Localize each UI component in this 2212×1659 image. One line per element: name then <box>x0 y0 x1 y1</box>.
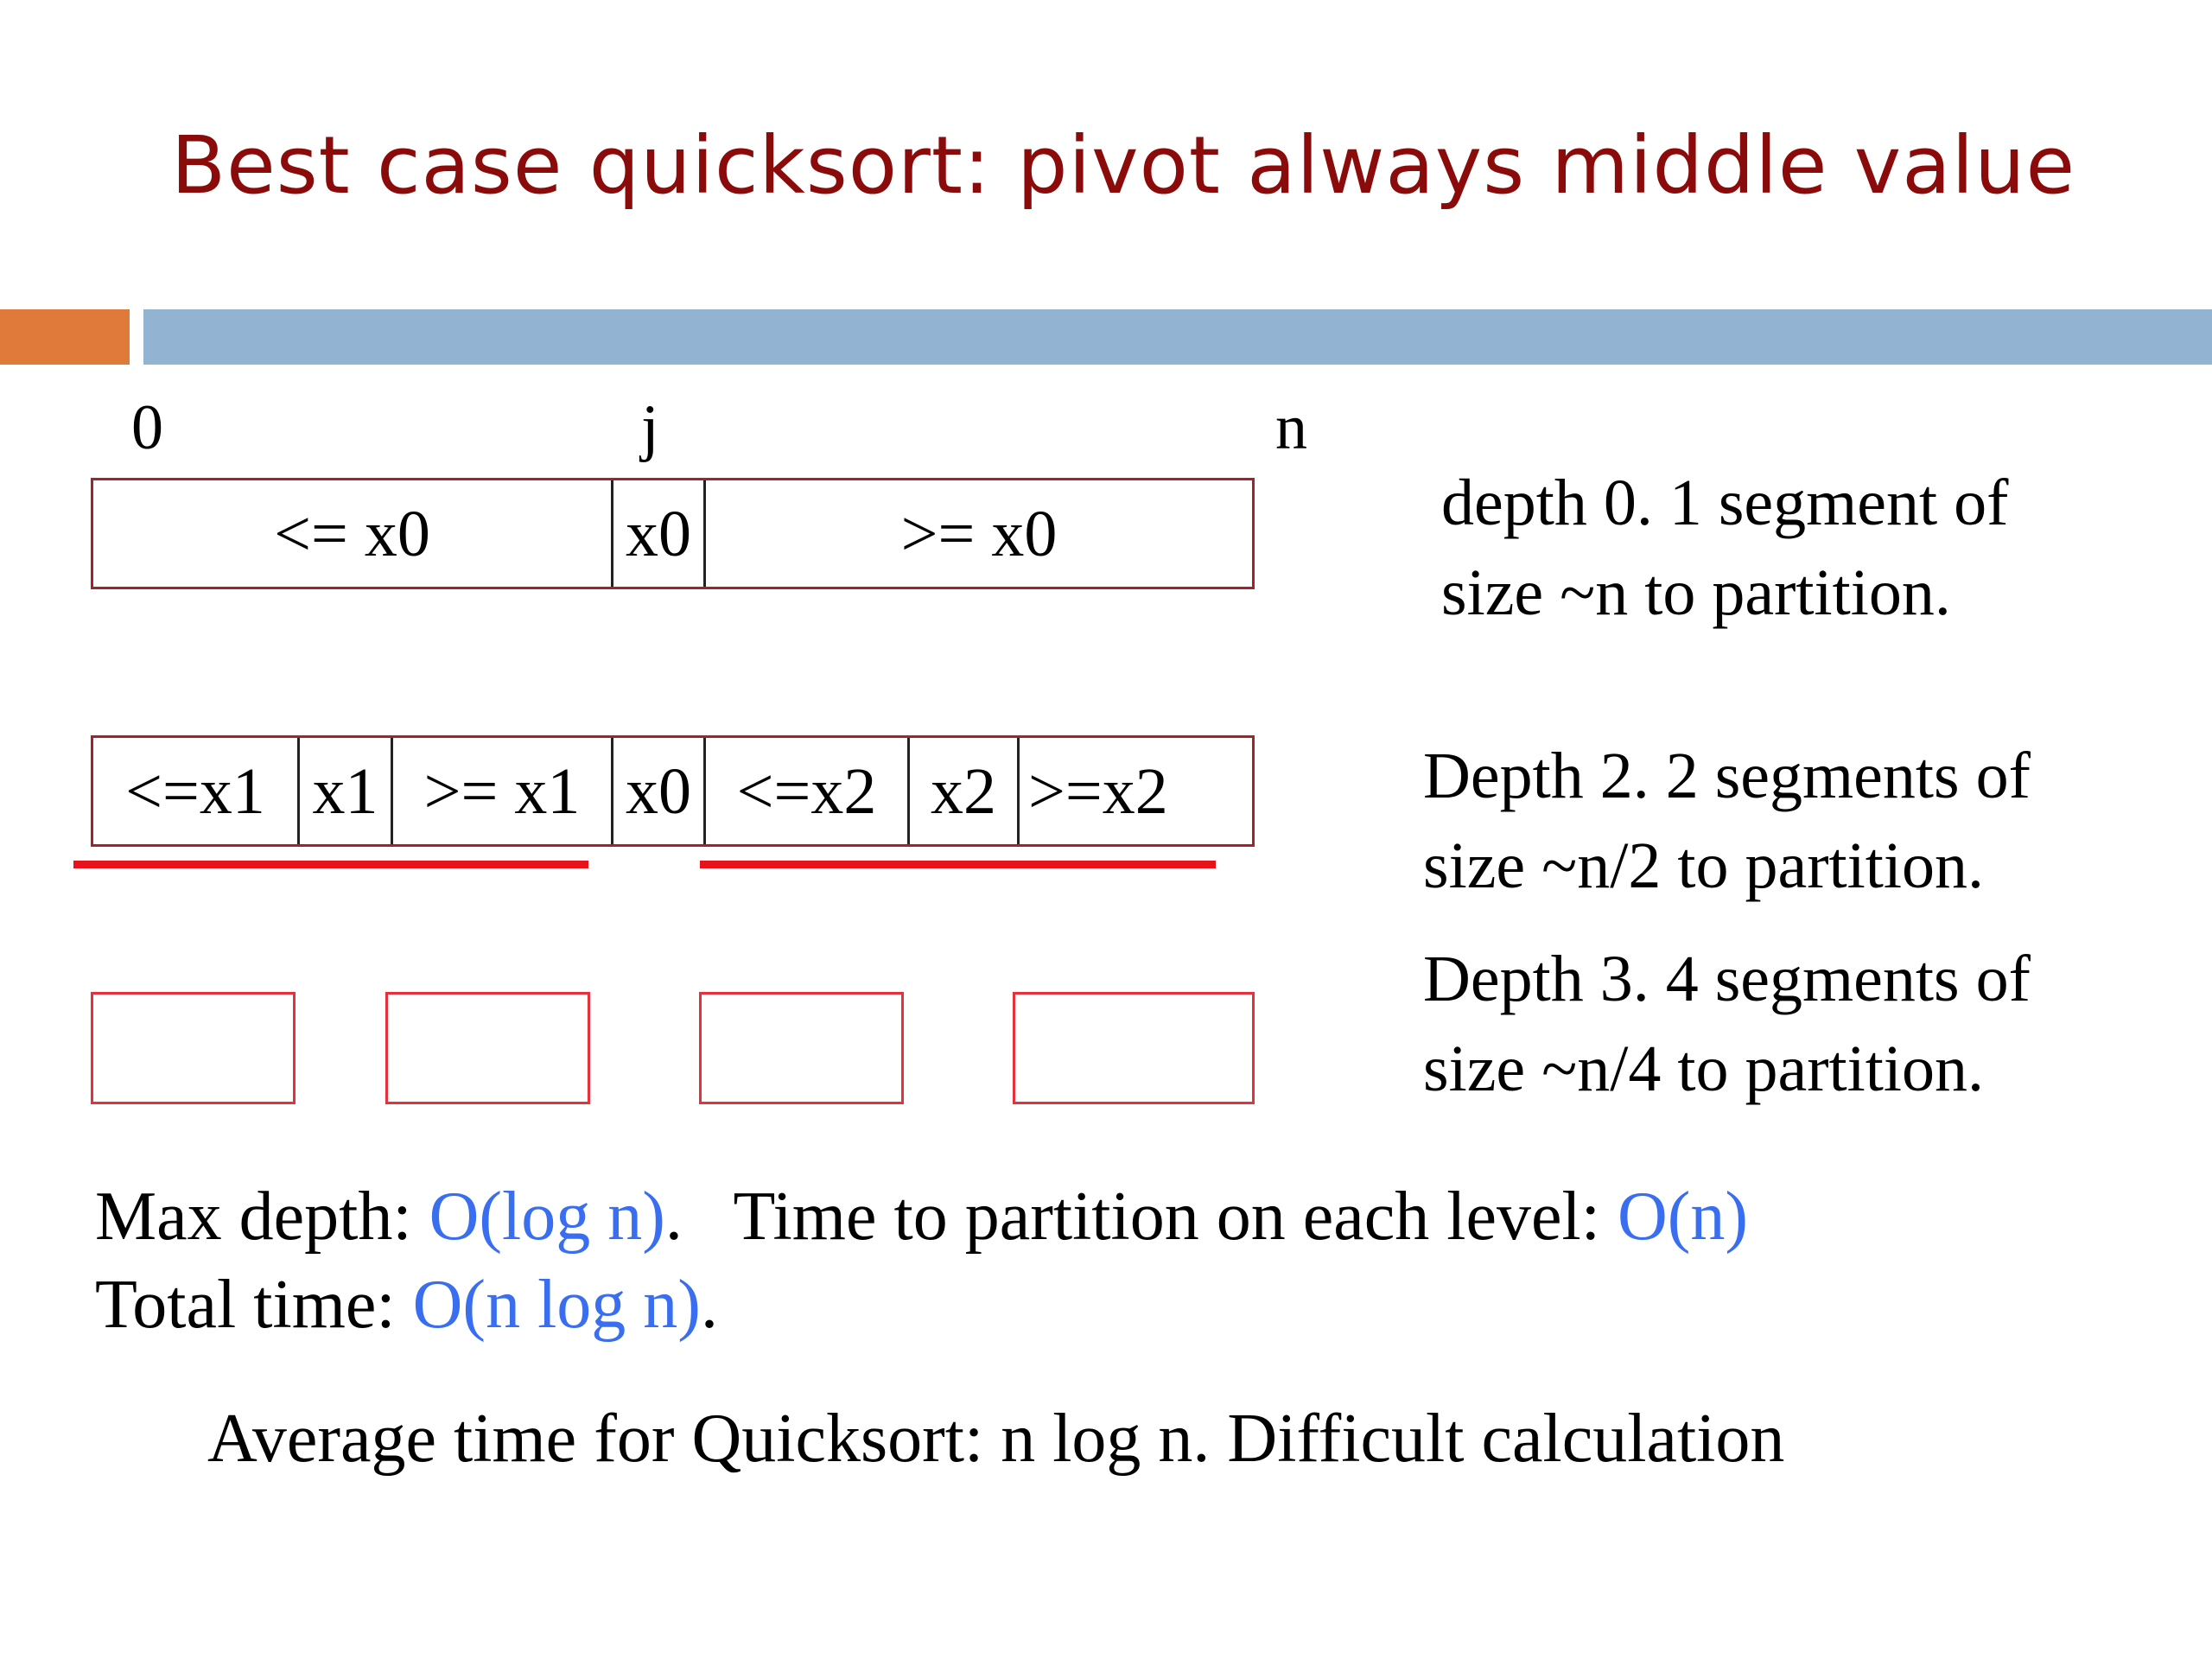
index-label-start: 0 <box>131 392 163 463</box>
segment-right: >= x0 <box>703 480 1252 587</box>
segment-left: <= x0 <box>274 497 430 570</box>
partition-time-value: O(n) <box>1617 1179 1749 1255</box>
total-time-value: O(n log n) <box>412 1267 701 1343</box>
depth2-description: Depth 2. 2 segments of size ~n/2 to part… <box>1423 731 2031 911</box>
segment-pivot: x0 <box>611 480 703 587</box>
segment-le-x1: <=x1 <box>125 754 265 828</box>
segment-le-x2: <=x2 <box>703 738 907 844</box>
segment-ge-x1: >= x1 <box>391 738 611 844</box>
depth3-segment <box>1013 992 1255 1104</box>
depth3-description: Depth 3. 4 segments of size ~n/4 to part… <box>1423 934 2031 1114</box>
max-depth-value: O(log n) <box>429 1179 665 1255</box>
depth0-line1: depth 0. 1 segment of <box>1441 467 2009 539</box>
underline-left-segment <box>73 861 588 868</box>
depth3-segment <box>91 992 296 1104</box>
total-time-label: Total time: <box>95 1267 413 1343</box>
depth0-array: <= x0 x0 >= x0 <box>91 478 1255 589</box>
index-label-j: j <box>641 392 659 463</box>
segment-pivot-x0: x0 <box>611 738 703 844</box>
max-depth-line: Max depth: O(log n). Time to partition o… <box>95 1182 1748 1251</box>
index-label-n: n <box>1275 392 1307 463</box>
total-time-line: Total time: O(n log n). <box>95 1270 718 1339</box>
depth3-line1: Depth 3. 4 segments of <box>1423 943 2031 1015</box>
depth2-line1: Depth 2. 2 segments of <box>1423 740 2031 812</box>
depth0-line2: size ~n to partition. <box>1441 556 1951 629</box>
header-divider-bar <box>143 309 2212 365</box>
underline-right-segment <box>700 861 1216 868</box>
average-time-note: Average time for Quicksort: n log n. Dif… <box>207 1401 1785 1477</box>
depth2-line2: size ~n/2 to partition. <box>1423 830 1985 902</box>
max-depth-label: Max depth: <box>95 1179 429 1255</box>
depth0-description: depth 0. 1 segment of size ~n to partiti… <box>1441 458 2008 638</box>
slide-title: Best case quicksort: pivot always middle… <box>171 119 2076 212</box>
segment-pivot-x2: x2 <box>907 738 1017 844</box>
partition-time-label: . Time to partition on each level: <box>664 1179 1618 1255</box>
depth3-segment <box>699 992 904 1104</box>
depth3-line2: size ~n/4 to partition. <box>1423 1033 1985 1105</box>
segment-pivot-x1: x1 <box>297 738 391 844</box>
total-time-suffix: . <box>700 1267 718 1343</box>
depth3-segment <box>385 992 590 1104</box>
depth2-array: <=x1 x1 >= x1 x0 <=x2 x2 >=x2 <box>91 735 1255 847</box>
segment-ge-x2: >=x2 <box>1017 738 1252 844</box>
slide-number-tab <box>0 309 130 365</box>
